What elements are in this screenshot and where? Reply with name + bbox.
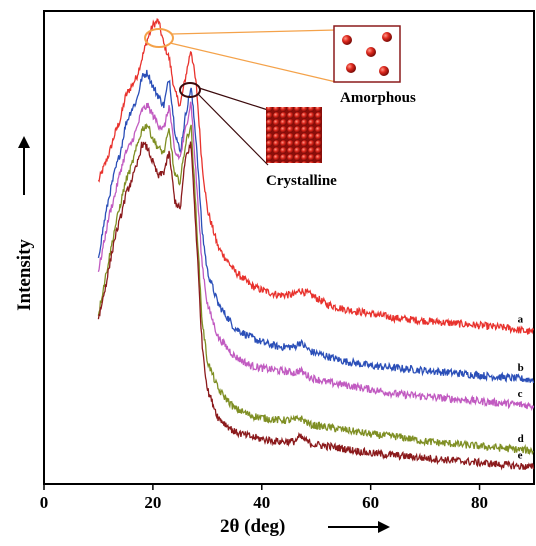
series-c-label: c xyxy=(518,388,523,400)
x-tick-label: 80 xyxy=(471,493,488,512)
amorphous-leader-line-lower xyxy=(169,42,337,83)
x-tick-label: 60 xyxy=(362,493,379,512)
crystalline-inset: Crystalline xyxy=(179,82,337,189)
series-e-line xyxy=(97,141,535,471)
amorphous-atom xyxy=(379,66,389,76)
amorphous-inset: Amorphous xyxy=(144,25,416,106)
series-d-line xyxy=(97,122,534,456)
amorphous-label: Amorphous xyxy=(340,90,416,106)
plot-frame xyxy=(43,10,535,485)
x-axis-arrow xyxy=(328,521,390,533)
x-tick-label: 40 xyxy=(253,493,270,512)
y-axis-arrow xyxy=(18,136,30,195)
series-d-label: d xyxy=(518,433,524,445)
amorphous-highlight-ellipse xyxy=(144,28,174,48)
amorphous-leader-line xyxy=(171,29,337,35)
crystal-lattice xyxy=(266,107,322,163)
amorphous-atom xyxy=(346,63,356,73)
series-a-label: a xyxy=(518,314,524,326)
crystalline-leader-line-lower xyxy=(197,93,269,166)
series-b-line xyxy=(97,69,535,384)
curves xyxy=(97,18,535,471)
series-b-label: b xyxy=(518,362,524,374)
x-tick-label: 20 xyxy=(144,493,161,512)
series-c-line xyxy=(97,101,535,412)
x-axis-ticks: 0 20 40 60 80 xyxy=(40,484,488,512)
series-a-line xyxy=(97,18,535,335)
series-e-label: e xyxy=(518,449,523,461)
amorphous-atom xyxy=(382,32,392,42)
y-axis-title: Intensity xyxy=(14,239,35,311)
x-axis-title: 2θ (deg) xyxy=(220,516,285,537)
crystalline-highlight-ellipse xyxy=(179,82,201,98)
amorphous-atom xyxy=(342,35,352,45)
crystalline-label: Crystalline xyxy=(266,173,337,189)
amorphous-atom xyxy=(366,47,376,57)
curve-labels: a b c de xyxy=(518,314,524,462)
crystalline-leader-line xyxy=(198,87,269,111)
x-tick-label: 0 xyxy=(40,493,49,512)
